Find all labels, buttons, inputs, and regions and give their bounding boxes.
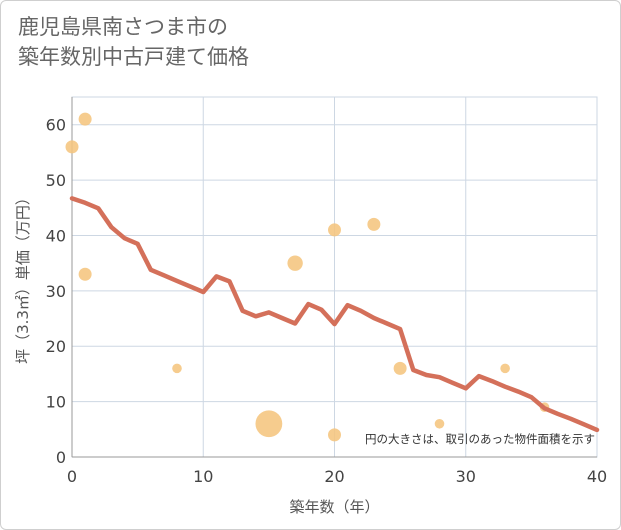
grid-lines [71,97,598,458]
size-note: 円の大きさは、取引のあった物件面積を示す [365,432,595,446]
y-tick-label: 60 [46,116,66,135]
bubble [287,255,303,271]
chart-title-line-1: 鹿児島県南さつま市の [18,15,228,39]
bubble [328,223,341,237]
axes [71,96,598,458]
x-tick-label: 40 [587,467,607,486]
x-axis-label: 築年数（年） [289,498,379,516]
x-tick-label: 20 [324,467,344,486]
y-tick-label: 20 [46,337,66,356]
bubble [255,410,283,438]
y-tick-label: 0 [56,448,66,467]
bubble [78,112,92,126]
chart-title: 鹿児島県南さつま市の 築年数別中古戸建て価格 [18,12,249,72]
bubble [328,428,341,442]
bubble [393,361,407,375]
trend-line [69,196,600,433]
bubble [434,418,445,429]
y-tick-label: 10 [46,393,66,412]
bubbles [65,112,550,442]
bubble [172,363,182,374]
x-tick-label: 30 [456,467,476,486]
bubble [78,267,92,281]
y-axis-label: 坪（3.3㎡）単価（万円） [14,190,32,364]
bubble [500,363,510,374]
bubble [65,140,79,154]
y-tick-label: 50 [46,171,66,190]
chart-title-line-2: 築年数別中古戸建て価格 [18,45,249,69]
tick-labels: 0 10 20 30 40 50 60 0 10 20 30 40 [46,116,608,486]
bubble [367,217,381,231]
x-tick-label: 0 [67,467,77,486]
x-tick-label: 10 [193,467,213,486]
trend-line-group [69,196,600,433]
y-tick-label: 40 [46,226,66,245]
y-tick-label: 30 [46,282,66,301]
